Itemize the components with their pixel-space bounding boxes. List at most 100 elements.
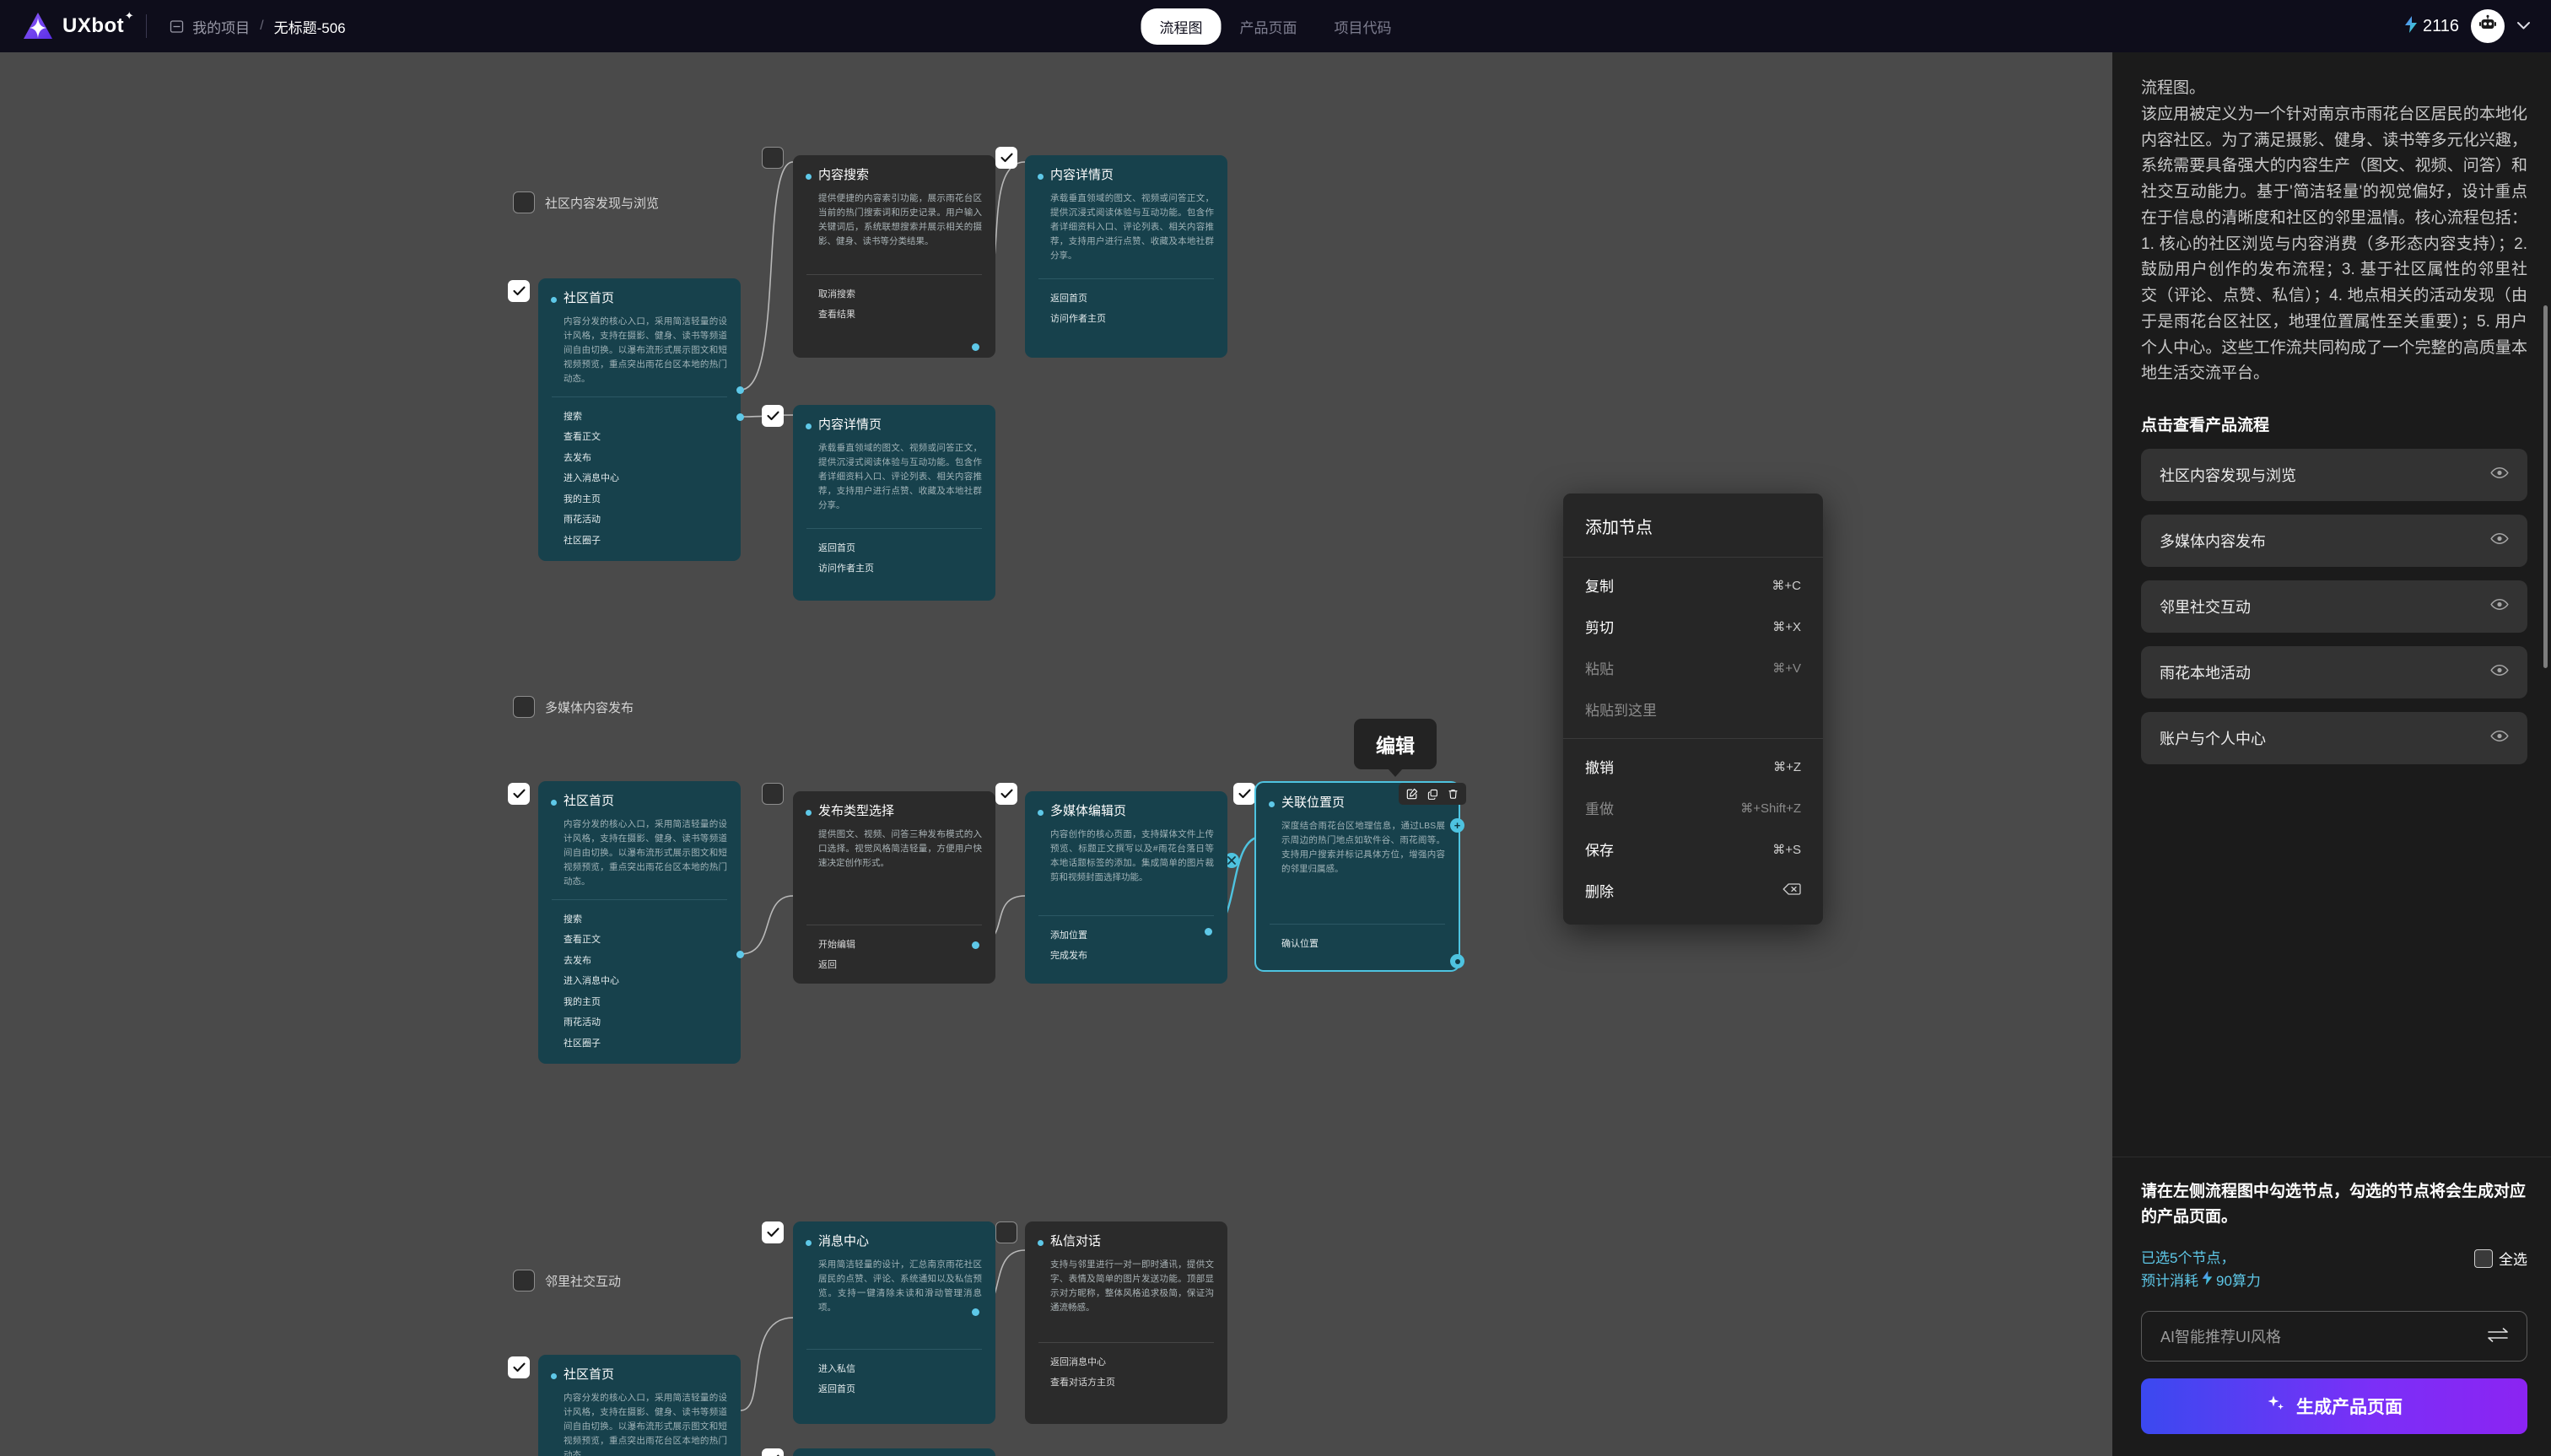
node-action[interactable]: 返回首页 [1050, 293, 1087, 304]
context-menu-item-copy[interactable]: 复制 ⌘+C [1563, 564, 1823, 606]
breadcrumb-title[interactable]: 无标题-506 [273, 19, 346, 36]
context-menu-item-save[interactable]: 保存 ⌘+S [1563, 828, 1823, 870]
eye-icon[interactable] [2490, 598, 2509, 615]
node-port-out[interactable] [972, 941, 979, 949]
flow-node-message-center[interactable]: 消息中心 采用简洁轻量的设计，汇总南京雨花社区居民的点赞、评论、系统通知以及私信… [793, 1221, 995, 1424]
ui-style-input[interactable]: AI智能推荐UI风格 [2141, 1311, 2527, 1362]
context-menu[interactable]: 添加节点 复制 ⌘+C 剪切 ⌘+X 粘贴 ⌘+V 粘贴到这里 [1563, 493, 1823, 925]
eye-icon[interactable] [2490, 664, 2509, 681]
node-port-out[interactable] [736, 413, 744, 421]
node-action[interactable]: 取消搜索 [818, 289, 855, 299]
tab-flowchart[interactable]: 流程图 [1141, 8, 1222, 45]
context-menu-header[interactable]: 添加节点 [1585, 519, 1653, 537]
node-checkbox-n10[interactable] [762, 1221, 784, 1243]
edit-icon[interactable] [1403, 785, 1421, 802]
node-port-out[interactable] [972, 343, 979, 351]
node-action[interactable]: 查看正文 [564, 432, 601, 442]
node-checkbox-n5[interactable] [508, 783, 530, 805]
node-checkbox-n7[interactable] [995, 783, 1017, 805]
flow-list-item-account-profile[interactable]: 账户与个人中心 [2141, 712, 2527, 765]
node-action[interactable]: 进入消息中心 [564, 473, 619, 483]
node-action[interactable]: 去发布 [564, 955, 591, 966]
node-checkbox-n1[interactable] [508, 280, 530, 302]
node-action[interactable]: 确认位置 [1281, 938, 1319, 949]
panel-scrollbar[interactable] [2543, 305, 2548, 668]
node-action[interactable]: 查看正文 [564, 935, 601, 945]
node-port-out[interactable] [736, 386, 744, 394]
node-port-out[interactable] [1205, 928, 1212, 936]
node-action[interactable]: 去发布 [564, 452, 591, 463]
credits-indicator[interactable]: 2116 [2403, 14, 2459, 39]
generate-product-page-button[interactable]: 生成产品页面 [2141, 1378, 2527, 1434]
node-checkbox-n4[interactable] [762, 405, 784, 427]
right-panel-scroll-area[interactable]: 流程图。 该应用被定义为一个针对南京市雨花台区居民的本地化内容社区。为了满足摄影… [2112, 52, 2551, 1157]
eye-icon[interactable] [2490, 532, 2509, 549]
node-checkbox-n8[interactable] [1233, 783, 1255, 805]
node-action[interactable]: 进入私信 [818, 1363, 855, 1374]
flow-node-location-link[interactable]: 关联位置页 深度结合雨花台区地理信息，通过LBS展示周边的热门地点如软件谷、雨花… [1254, 781, 1460, 972]
tab-project-code[interactable]: 项目代码 [1334, 19, 1392, 36]
flow-node-community-home-1[interactable]: 社区首页 内容分发的核心入口，采用简洁轻量的设计风格，支持在摄影、健身、读书等频… [538, 278, 741, 561]
breadcrumb-project[interactable]: 我的项目 [192, 19, 251, 36]
flow-node-content-detail-top[interactable]: 内容详情页 承载垂直领域的图文、视频或问答正文，提供沉浸式阅读体验与互动功能。包… [1025, 155, 1227, 358]
flow-node-private-chat[interactable]: 私信对话 支持与邻里进行一对一即时通讯，提供文字、表情及简单的图片发送功能。顶部… [1025, 1221, 1227, 1424]
flow-list-item-local-events[interactable]: 雨花本地活动 [2141, 646, 2527, 699]
tab-product-pages[interactable]: 产品页面 [1239, 19, 1297, 36]
group-checkbox-neighborhood-social[interactable] [513, 1270, 535, 1292]
context-menu-item-undo[interactable]: 撤销 ⌘+Z [1563, 746, 1823, 787]
node-action[interactable]: 社区圈子 [564, 1038, 601, 1049]
flow-node-community-home-2[interactable]: 社区首页 内容分发的核心入口，采用简洁轻量的设计风格，支持在摄影、健身、读书等频… [538, 781, 741, 1064]
flow-node-publish-type[interactable]: 发布类型选择 提供图文、视频、问答三种发布模式的入口选择。视觉风格简洁轻量，方便… [793, 791, 995, 984]
select-all-control[interactable]: 全选 [2474, 1248, 2527, 1269]
node-action[interactable]: 访问作者主页 [1050, 314, 1106, 324]
flow-list-item-neighborhood-social[interactable]: 邻里社交互动 [2141, 580, 2527, 634]
copy-icon[interactable] [1423, 785, 1442, 802]
node-action[interactable]: 我的主页 [564, 493, 601, 504]
avatar[interactable] [2471, 9, 2505, 43]
node-action[interactable]: 完成发布 [1050, 951, 1087, 961]
node-checkbox-extra[interactable] [762, 1448, 784, 1456]
node-port-out[interactable] [972, 1308, 979, 1316]
node-action[interactable]: 查看对话方主页 [1050, 1378, 1115, 1388]
node-checkbox-n2[interactable] [762, 147, 784, 169]
group-checkbox-multimedia-publish[interactable] [513, 696, 535, 718]
node-checkbox-n9[interactable] [508, 1356, 530, 1378]
node-action[interactable]: 查看结果 [818, 310, 855, 320]
node-action[interactable]: 社区圈子 [564, 535, 601, 546]
node-action[interactable]: 进入消息中心 [564, 976, 619, 986]
node-checkbox-n3[interactable] [995, 147, 1017, 169]
brand[interactable]: UXbot ✦ [22, 9, 134, 42]
flow-node-multimedia-editor[interactable]: 多媒体编辑页 内容创作的核心页面，支持媒体文件上传预览、标题正文撰写以及#雨花台… [1025, 791, 1227, 984]
node-checkbox-n11[interactable] [995, 1221, 1017, 1243]
node-action[interactable]: 返回首页 [818, 542, 855, 553]
node-action[interactable]: 添加位置 [1050, 930, 1087, 941]
chevron-down-icon[interactable] [2516, 19, 2531, 34]
flow-list-item-community-browse[interactable]: 社区内容发现与浏览 [2141, 449, 2527, 502]
node-port-add[interactable]: + [1450, 818, 1464, 833]
swap-icon[interactable] [2486, 1326, 2510, 1347]
node-action[interactable]: 雨花活动 [564, 515, 601, 525]
node-action[interactable]: 返回 [818, 960, 837, 970]
node-port-out[interactable] [736, 951, 744, 958]
node-action[interactable]: 返回首页 [818, 1384, 855, 1394]
node-action[interactable]: 雨花活动 [564, 1017, 601, 1027]
node-checkbox-n6[interactable] [762, 783, 784, 805]
flow-node-community-home-3[interactable]: 社区首页 内容分发的核心入口，采用简洁轻量的设计风格，支持在摄影、健身、读书等频… [538, 1355, 741, 1456]
node-action[interactable]: 访问作者主页 [818, 564, 874, 574]
node-action[interactable]: 返回消息中心 [1050, 1356, 1106, 1367]
context-menu-item-cut[interactable]: 剪切 ⌘+X [1563, 606, 1823, 647]
flow-list-item-multimedia-publish[interactable]: 多媒体内容发布 [2141, 515, 2527, 568]
node-action[interactable]: 搜索 [564, 914, 582, 925]
flow-node-content-search[interactable]: 内容搜索 提供便捷的内容索引功能，展示雨花台区当前的热门搜索词和历史记录。用户输… [793, 155, 995, 358]
flow-node-content-detail-second[interactable]: 内容详情页 承载垂直领域的图文、视频或问答正文，提供沉浸式阅读体验与互动功能。包… [793, 405, 995, 601]
node-action[interactable]: 搜索 [564, 411, 582, 422]
node-action[interactable]: 开始编辑 [818, 939, 855, 950]
select-all-checkbox[interactable] [2474, 1248, 2493, 1268]
context-menu-item-delete[interactable]: 删除 [1563, 870, 1823, 911]
eye-icon[interactable] [2490, 466, 2509, 483]
group-checkbox-community-browse[interactable] [513, 191, 535, 213]
node-port-connector[interactable] [1450, 954, 1464, 968]
flow-node-extra-clipped[interactable] [793, 1448, 995, 1456]
flow-canvas[interactable]: 社区内容发现与浏览 社区首页 内容分发的核心入口，采用简洁轻量的设计风格，支持在… [0, 52, 2112, 1456]
node-action[interactable]: 我的主页 [564, 996, 601, 1007]
